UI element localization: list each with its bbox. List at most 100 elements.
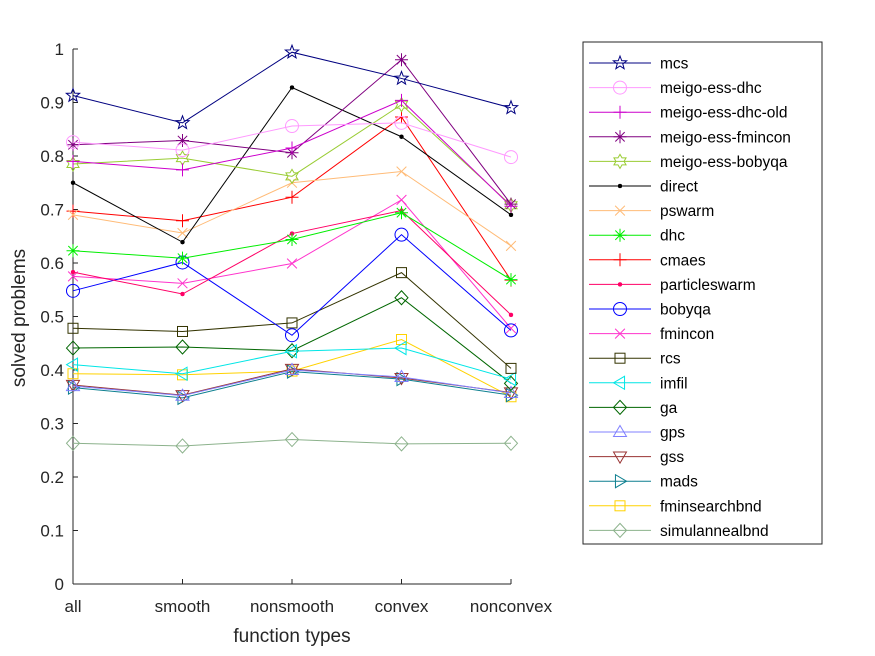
legend-marker	[614, 205, 626, 216]
y-tick-label: 0.1	[40, 522, 64, 541]
data-point	[502, 99, 520, 115]
data-point	[395, 93, 408, 107]
data-point	[67, 322, 79, 334]
data-point	[396, 166, 407, 177]
x-tick-label: convex	[375, 597, 429, 616]
data-point	[395, 53, 408, 67]
series-mcs	[64, 43, 520, 130]
legend-marker	[611, 54, 629, 70]
legend-label: cmaes	[660, 252, 706, 269]
legend-entry: fminsearchbnd	[589, 498, 762, 515]
data-point	[284, 362, 300, 376]
legend-label: fmincon	[660, 326, 714, 343]
y-tick-label: 0.7	[40, 201, 64, 220]
series-line	[72, 233, 512, 336]
legend-marker	[612, 399, 628, 416]
y-tick-label: 0	[55, 575, 64, 594]
legend-entry: gps	[589, 425, 685, 442]
legend-marker	[613, 302, 627, 316]
series-line	[72, 297, 512, 384]
data-point	[504, 150, 518, 165]
data-point	[394, 96, 409, 113]
legend-label: meigo-ess-dhc-old	[660, 105, 788, 122]
data-point	[175, 339, 190, 355]
legend-entry: mcs	[589, 54, 689, 73]
y-tick-label: 1	[55, 40, 64, 59]
data-point	[503, 371, 517, 387]
y-tick-label: 0.8	[40, 147, 64, 166]
data-point	[65, 435, 81, 452]
data-point	[177, 325, 188, 337]
legend-label: imfil	[660, 375, 688, 392]
legend-marker	[612, 375, 626, 391]
legend-label: meigo-ess-bobyqa	[660, 154, 788, 171]
x-tick-label: nonsmooth	[250, 597, 334, 616]
series-line	[72, 439, 512, 447]
series-fmincon	[67, 194, 517, 334]
series-dhc	[66, 206, 518, 287]
data-point	[283, 43, 301, 60]
data-point	[394, 115, 409, 130]
data-point	[399, 134, 404, 139]
data-point	[180, 239, 185, 245]
x-axis-label: function types	[233, 626, 350, 647]
data-point	[285, 328, 299, 343]
legend-marker	[613, 228, 627, 242]
data-point	[504, 273, 518, 287]
y-tick-label: 0.6	[40, 254, 64, 273]
series-line	[72, 122, 512, 158]
data-point	[394, 372, 409, 386]
data-point	[505, 362, 517, 374]
legend-entry: direct	[589, 179, 699, 196]
legend-entry: particleswarm	[589, 277, 756, 294]
data-point	[395, 206, 408, 220]
legend-marker	[617, 282, 623, 287]
data-point	[176, 251, 189, 265]
data-point	[177, 227, 188, 239]
axes: 0 0.1 0.2 0.3 0.4 0.5 0.6 0.7 0.8 0.9 1 all smooth no…	[40, 40, 552, 616]
legend-marker	[612, 522, 628, 539]
legend-entry: meigo-ess-fmincon	[589, 129, 791, 146]
legend-label: direct	[660, 179, 699, 196]
legend: mcs meigo-ess-dhc meigo-ess-dhc-old meigo-e…	[582, 41, 823, 545]
legend-marker	[614, 473, 628, 489]
legend-label: gps	[660, 425, 685, 442]
data-point	[504, 199, 518, 213]
legend-entry: dhc	[589, 228, 685, 245]
series-gps	[65, 362, 519, 401]
data-point	[285, 232, 299, 246]
y-tick-label: 0.2	[40, 468, 64, 487]
x-tick-label: smooth	[155, 597, 211, 616]
data-point	[285, 141, 299, 155]
data-point	[177, 278, 188, 289]
legend-entry: mads	[589, 474, 698, 491]
legend-label: mads	[660, 474, 698, 491]
legend-box	[582, 41, 823, 545]
legend-marker	[614, 328, 626, 339]
data-point	[70, 180, 76, 185]
data-point	[508, 312, 514, 318]
data-point	[176, 214, 189, 228]
legend-label: rcs	[660, 351, 681, 368]
legend-label: particleswarm	[660, 277, 756, 294]
data-point	[174, 114, 191, 130]
data-point	[66, 283, 80, 298]
data-point	[284, 343, 298, 359]
series-line	[72, 272, 512, 369]
data-point	[66, 135, 80, 150]
legend-marker	[613, 253, 627, 267]
data-point	[66, 156, 80, 173]
legend-label: bobyqa	[660, 302, 711, 319]
legend-entry: bobyqa	[589, 302, 711, 319]
data-point	[66, 138, 80, 152]
legend-entry: meigo-ess-dhc-old	[589, 105, 788, 122]
legend-label: mcs	[660, 56, 689, 73]
legend-entry: rcs	[589, 351, 681, 368]
series-line	[72, 369, 512, 397]
data-point	[176, 133, 189, 147]
series-bobyqa	[66, 227, 518, 343]
data-point	[285, 119, 299, 134]
legend-marker	[612, 424, 628, 438]
y-tick-label: 0.3	[40, 415, 64, 434]
legend-marker	[617, 183, 623, 189]
